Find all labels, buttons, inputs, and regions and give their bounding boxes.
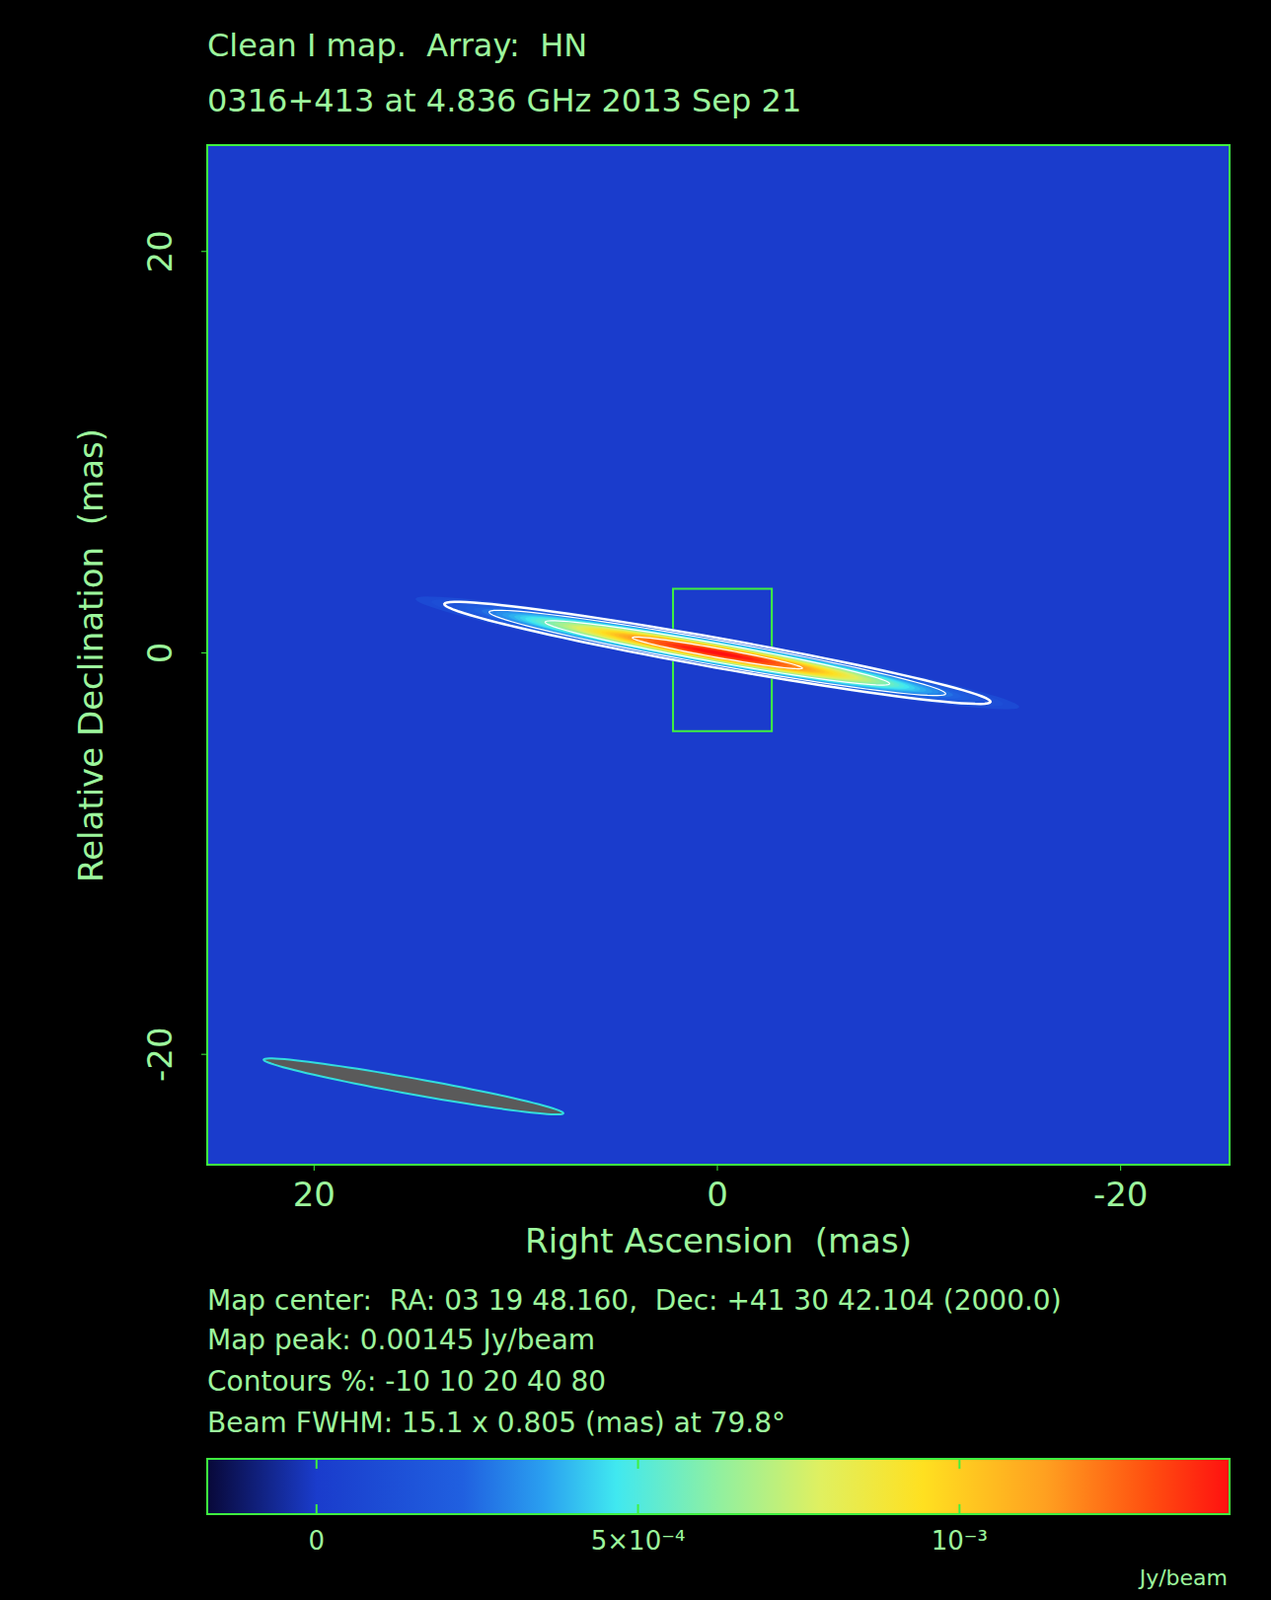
html-text:Right Ascension (mas): Right Ascension (mas): [525, 1220, 912, 1261]
html-text:0316+413 at 4.836 GHz 2013 Sep: 0316+413 at 4.836 GHz 2013 Sep 21: [207, 81, 802, 120]
svg-text:-20: -20: [140, 1026, 180, 1082]
svg-text:-20: -20: [1093, 1174, 1149, 1214]
svg-text:Jy/beam: Jy/beam: [1137, 1565, 1228, 1590]
svg-text:10⁻³: 10⁻³: [931, 1525, 988, 1556]
html-text:Relative Declination (mas): Relative Declination (mas): [71, 427, 111, 882]
html-text:Beam FWHM: 15.1 x 0.805 (mas): Beam FWHM: 15.1 x 0.805 (mas) at 79.8°: [207, 1406, 786, 1439]
svg-text:5×10⁻⁴: 5×10⁻⁴: [591, 1525, 686, 1556]
svg-text:0: 0: [706, 1174, 729, 1214]
html-text:Contours %: -10 10 20 40 80: Contours %: -10 10 20 40 80: [207, 1364, 606, 1398]
svg-text:0: 0: [140, 642, 180, 665]
html-text:Map peak: 0.00145 Jy/beam: Map peak: 0.00145 Jy/beam: [207, 1323, 596, 1356]
svg-text:0: 0: [307, 1525, 325, 1556]
html-text:Map center: RA: 03 19 48.160,: Map center: RA: 03 19 48.160, Dec: +41 3…: [207, 1283, 1062, 1317]
svg-text:20: 20: [140, 229, 180, 273]
svg-text:20: 20: [293, 1174, 336, 1214]
html-text:Clean I map. Array: HN: Clean I map. Array: HN: [207, 26, 588, 65]
